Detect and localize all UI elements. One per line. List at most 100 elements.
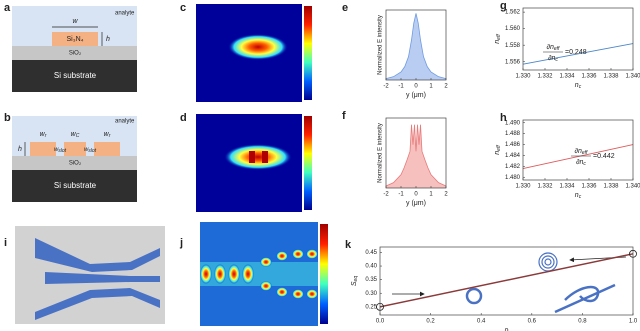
x-tick-label: 1 <box>429 84 433 90</box>
label-sub: c <box>579 84 582 90</box>
label-main: n <box>494 40 501 44</box>
oxide-layer <box>12 156 137 170</box>
panel-label: e <box>342 2 348 14</box>
line <box>385 124 447 187</box>
x-tick-label: 2 <box>444 192 448 198</box>
x-tick-label: 1 <box>429 192 433 198</box>
rail <box>94 142 120 156</box>
analyte-label: analyte <box>115 11 135 17</box>
y-tick-label: 0.30 <box>365 291 377 297</box>
cladding-label: SiO₂ <box>69 161 82 167</box>
y-axis-label: neff <box>494 145 502 155</box>
panel-label: b <box>4 112 11 124</box>
panel-label: d <box>180 112 187 124</box>
y-tick-label: 1.484 <box>505 153 521 159</box>
x-tick-label: -1 <box>398 192 404 198</box>
colorbar <box>304 116 312 210</box>
line <box>522 43 634 65</box>
x-tick-label: 0.2 <box>426 319 435 325</box>
substrate-label: Si substrate <box>54 181 97 190</box>
line <box>379 253 634 308</box>
y-tick-label: 1.482 <box>505 164 521 170</box>
panel-d: d <box>180 112 312 212</box>
spiral-waveguide-icon <box>554 283 616 314</box>
x-tick-label: 1.334 <box>559 74 575 80</box>
x-tick-label: 0.8 <box>578 319 587 325</box>
y-tick-label: 1.558 <box>505 43 521 49</box>
spiral-icon <box>541 255 555 269</box>
y-axis-label: Normalized E intensity <box>378 15 384 75</box>
panel-label: h <box>500 112 507 124</box>
plot-frame <box>522 7 634 71</box>
label-sub: eq <box>353 276 359 282</box>
panel-label: c <box>180 2 186 14</box>
x-tick-label: 1.334 <box>559 184 575 190</box>
substrate <box>12 60 137 92</box>
y-tick-label: 0.45 <box>365 250 377 256</box>
slot-width-label: wslot <box>54 147 67 155</box>
x-axis-label: nc <box>575 82 582 90</box>
spiral-icon <box>544 258 552 266</box>
label-main: n <box>575 82 579 89</box>
analyte-label: analyte <box>115 119 135 125</box>
x-axis-label: y (μm) <box>406 92 426 99</box>
y-tick-label: 1.488 <box>505 131 521 137</box>
x-tick-label: -2 <box>383 84 389 90</box>
field-spots <box>200 249 318 299</box>
panel-label: k <box>345 239 352 251</box>
cladding-label: SiO₂ <box>69 51 82 57</box>
line <box>522 144 634 169</box>
plot-frame <box>379 246 634 316</box>
label-main: n <box>494 151 501 155</box>
y-tick-label: 1.556 <box>505 59 521 65</box>
panel-a: a analyte w h Si₃N₄ SiO₂ Si substrate <box>4 2 137 92</box>
rail <box>64 142 86 156</box>
rail-width-label: wr <box>104 131 111 139</box>
label-main: S <box>351 281 358 286</box>
center-width-label: wC <box>71 131 80 139</box>
x-tick-label: 0.4 <box>477 319 486 325</box>
panel-b: b analyte h wr wC wr wslot wslot SiO₂ Si… <box>4 112 137 202</box>
x-tick-label: -1 <box>398 84 404 90</box>
area <box>386 13 446 80</box>
y-tick-label: 1.490 <box>505 120 521 126</box>
x-tick-label: 1.336 <box>581 184 597 190</box>
x-axis-label: y (μm) <box>406 200 426 207</box>
label-main: ∂n <box>547 44 554 51</box>
height-label: h <box>18 146 22 153</box>
rail-width-label: wr <box>40 131 47 139</box>
panel-j: j <box>179 222 328 326</box>
width-label: w <box>72 18 78 25</box>
x-tick-label: 1.340 <box>625 184 640 190</box>
panel-i: i <box>4 226 165 324</box>
ring-icon <box>465 287 483 305</box>
height-label: h <box>106 36 110 43</box>
oxide-layer <box>12 46 137 60</box>
annotation-numerator: ∂neff <box>575 148 589 156</box>
x-axis-label: ρ <box>505 327 509 331</box>
slot-field <box>249 151 255 163</box>
label-main: ∂n <box>548 55 555 62</box>
x-tick-label: 1.332 <box>537 74 553 80</box>
rail <box>30 142 56 156</box>
y-axis-label: neff <box>494 34 502 44</box>
slot-width-label: wslot <box>84 147 97 155</box>
x-tick-label: 0.6 <box>528 319 537 325</box>
k-insets <box>392 252 627 314</box>
panel-label: i <box>4 237 7 249</box>
y-tick-label: 1.480 <box>505 175 521 181</box>
x-tick-label: 0 <box>414 192 418 198</box>
x-tick-label: 0 <box>414 84 418 90</box>
x-tick-label: -2 <box>383 192 389 198</box>
label-sub: c <box>583 161 586 167</box>
annotation-result: =0.248 <box>565 49 587 56</box>
y-tick-label: 1.562 <box>505 10 521 16</box>
x-tick-label: 1.330 <box>515 74 531 80</box>
label-sub: eff <box>496 34 502 40</box>
mode-spot <box>228 34 288 60</box>
waveguide <box>45 272 160 284</box>
slot-field <box>262 151 268 163</box>
label-main: ∂n <box>576 159 583 166</box>
core-label: Si₃N₄ <box>67 36 84 43</box>
annotation-denominator: ∂nc <box>548 55 558 63</box>
